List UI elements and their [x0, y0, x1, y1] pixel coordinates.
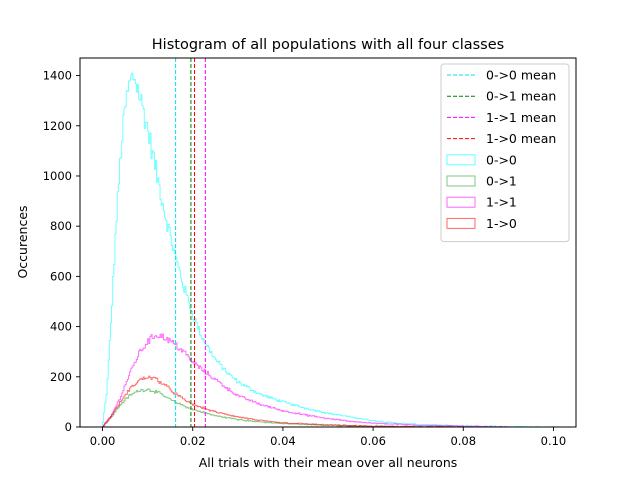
legend-swatch-1-to-1 [446, 196, 476, 208]
x-tick-label: 0.08 [450, 434, 476, 448]
y-tick-label: 1400 [43, 69, 72, 83]
y-axis-label: Occurences [15, 205, 30, 278]
y-tick-label: 0 [65, 420, 72, 434]
y-tick-label: 800 [50, 219, 72, 233]
legend-label-0-to-1: 0->1 [486, 174, 517, 189]
legend-label-1-to-0-mean: 1->0 mean [486, 131, 556, 146]
y-tick-label: 400 [50, 320, 72, 334]
legend-label-0-to-1-mean: 0->1 mean [486, 89, 556, 104]
y-tick-label: 1200 [43, 119, 72, 133]
plot-area [102, 58, 554, 428]
legend-label-0-to-0: 0->0 [486, 152, 517, 167]
x-axis: 0.00 0.02 0.04 0.06 0.08 0.10 [90, 427, 567, 448]
y-tick-label: 1000 [43, 169, 72, 183]
x-axis-label: All trials with their mean over all neur… [199, 455, 458, 470]
legend-swatch-0-to-1 [446, 175, 476, 187]
y-tick-label: 200 [50, 370, 72, 384]
legend-swatch-1-to-0 [446, 217, 476, 229]
x-tick-label: 0.02 [180, 434, 206, 448]
x-tick-label: 0.04 [270, 434, 296, 448]
legend-swatch-0-to-0 [446, 154, 476, 166]
legend-label-1-to-1-mean: 1->1 mean [486, 110, 556, 125]
x-tick-label: 0.06 [360, 434, 386, 448]
legend-label-1-to-1: 1->1 [486, 195, 517, 210]
histogram-1-to-1 [102, 333, 509, 428]
legend-label-1-to-0: 1->0 [486, 216, 517, 231]
legend: 0->0 mean 0->1 mean 1->1 mean 1->0 mean 0->0… [440, 63, 570, 243]
y-tick-label: 600 [50, 269, 72, 283]
y-axis: 0 200 400 600 800 1000 1200 1400 [43, 69, 80, 434]
x-tick-label: 0.00 [90, 434, 116, 448]
x-tick-label: 0.10 [541, 434, 567, 448]
axes-frame [79, 57, 577, 428]
chart-title: Histogram of all populations with all fo… [152, 37, 504, 53]
legend-label-0-to-0-mean: 0->0 mean [486, 68, 556, 83]
